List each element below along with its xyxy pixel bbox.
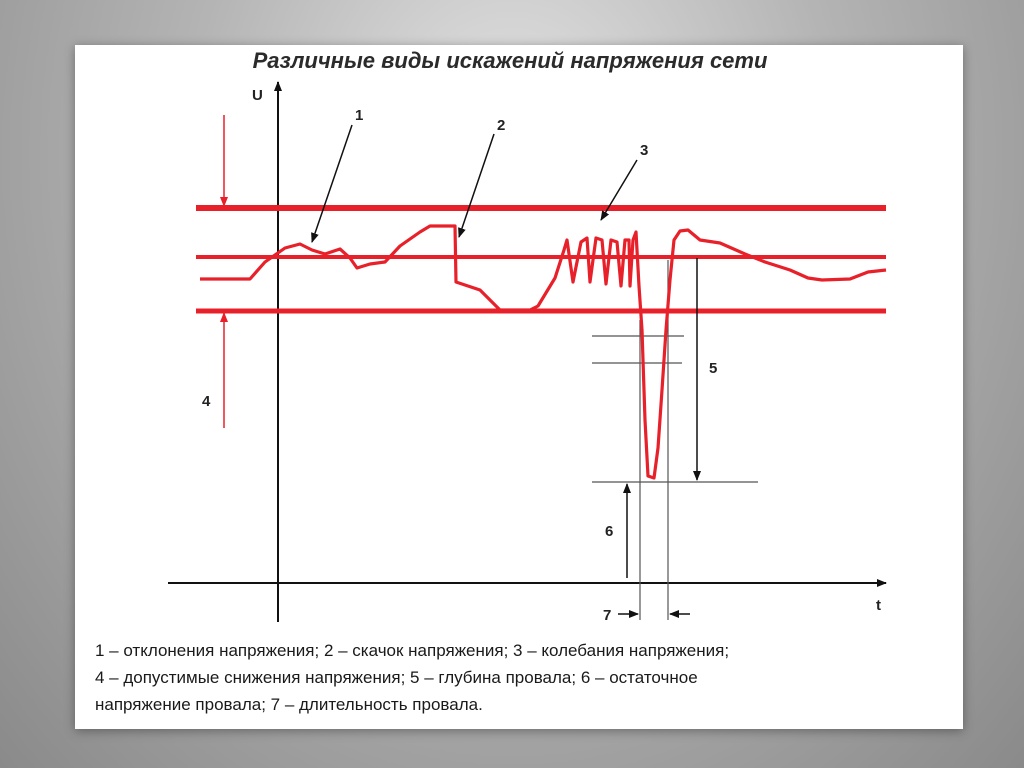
- marker-7-label: 7: [603, 607, 611, 624]
- pointer-2-arrow: [458, 133, 495, 238]
- marker-6-label: 6: [605, 523, 613, 540]
- x-axis-label: t: [876, 597, 881, 614]
- voltage-waveform: [200, 224, 887, 480]
- marker-3-label: 3: [640, 142, 648, 159]
- pointer-3-arrow: [600, 159, 638, 221]
- marker-2-label: 2: [497, 117, 505, 134]
- voltage-distortion-diagram: Различные виды искажений напряжения сети…: [168, 48, 887, 624]
- legend-caption: 1 – отклонения напряжения; 2 – скачок на…: [95, 637, 955, 718]
- pointer-1-arrow: [311, 124, 353, 243]
- marker-5-label: 5: [709, 360, 717, 377]
- caption-line-2: 4 – допустимые снижения напряжения; 5 – …: [95, 668, 698, 687]
- slide: Различные виды искажений напряжения сети…: [75, 45, 963, 729]
- caption-line-1: 1 – отклонения напряжения; 2 – скачок на…: [95, 641, 730, 660]
- marker-4-label: 4: [202, 393, 211, 410]
- diagram-title: Различные виды искажений напряжения сети: [253, 48, 768, 73]
- y-axis-label: U: [252, 87, 263, 104]
- marker-1-label: 1: [355, 107, 363, 124]
- caption-line-3: напряжение провала; 7 – длительность про…: [95, 695, 483, 714]
